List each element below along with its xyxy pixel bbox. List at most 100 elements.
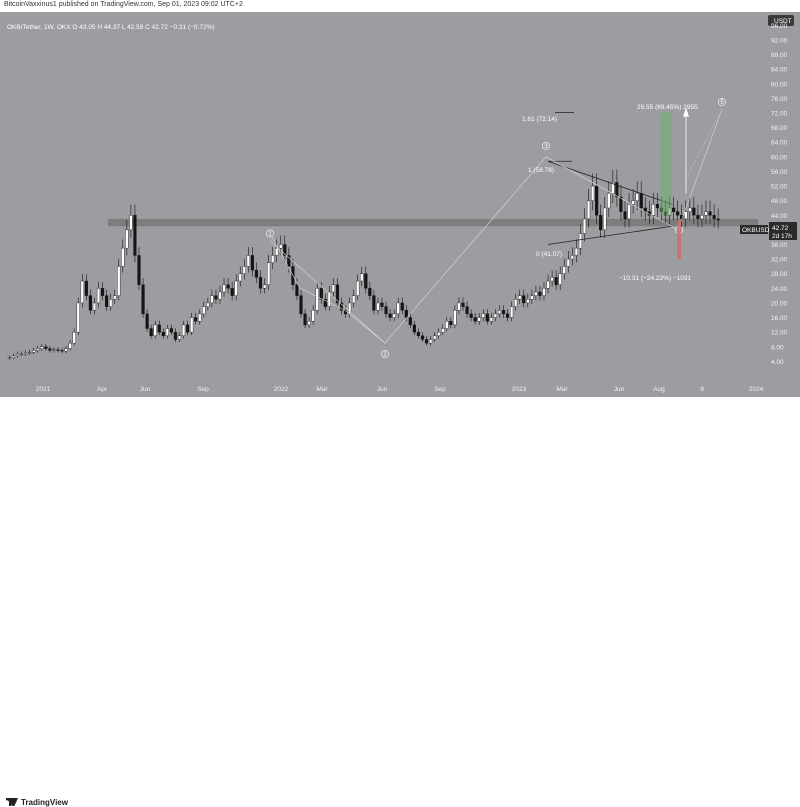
candle-body bbox=[550, 277, 554, 282]
candle-body bbox=[11, 355, 16, 358]
candle-body bbox=[465, 306, 469, 315]
candle-body bbox=[230, 288, 234, 296]
candle-body bbox=[246, 255, 250, 267]
candle-body bbox=[157, 324, 161, 333]
candle-body bbox=[80, 280, 84, 304]
target-zone-green[interactable] bbox=[660, 112, 672, 216]
candle-body bbox=[206, 302, 210, 307]
wave-label: 1 bbox=[268, 232, 272, 238]
price-chart[interactable]: OKB/Tether, 1W, OKX O 43.05 H 44.37 L 42… bbox=[0, 12, 800, 397]
candle-body bbox=[712, 215, 716, 220]
candle-body bbox=[133, 215, 137, 256]
candle-body bbox=[412, 324, 416, 333]
candle-body bbox=[210, 295, 214, 304]
candle-body bbox=[100, 288, 105, 296]
time-tick-label: Mar bbox=[316, 386, 328, 393]
time-tick-label: 2023 bbox=[512, 386, 527, 393]
candle-body bbox=[76, 302, 80, 333]
triangle-lower[interactable] bbox=[547, 225, 673, 245]
symbol-label: OKBUSDT bbox=[742, 227, 773, 234]
candle-body bbox=[360, 273, 364, 282]
triangle-upper[interactable] bbox=[547, 160, 673, 205]
price-tick-label: 4.00 bbox=[771, 359, 784, 366]
price-tick-label: 76.00 bbox=[771, 96, 788, 103]
candle-body bbox=[424, 339, 429, 344]
candle-body bbox=[7, 357, 11, 359]
price-tick-label: 72.00 bbox=[771, 110, 788, 117]
candle-body bbox=[672, 207, 676, 212]
candle-body bbox=[194, 317, 198, 322]
candle-body bbox=[307, 321, 311, 326]
currency-badge[interactable] bbox=[768, 15, 794, 26]
candle-body bbox=[113, 295, 117, 300]
candle-body bbox=[416, 331, 421, 337]
wave5-projection bbox=[685, 116, 719, 179]
last-price-badge bbox=[769, 222, 797, 240]
candle-body bbox=[534, 291, 538, 296]
candle-body bbox=[578, 233, 583, 249]
candle-body bbox=[501, 310, 506, 315]
chart-canvas[interactable]: OKB/Tether, 1W, OKX O 43.05 H 44.37 L 42… bbox=[0, 12, 800, 397]
candle-body bbox=[275, 247, 279, 256]
candle-body bbox=[311, 310, 315, 322]
wave-marker[interactable] bbox=[542, 141, 550, 150]
drawings[interactable]: 12345 bbox=[266, 98, 726, 358]
candle-body bbox=[433, 335, 437, 340]
target-arrowhead bbox=[683, 107, 689, 117]
candle-body bbox=[218, 291, 222, 300]
candle-body bbox=[655, 204, 659, 209]
price-axis[interactable]: 96.00 92.00 88.00 84.00 80.00 76.00 72.00 68.00… bbox=[771, 23, 788, 366]
candle-body bbox=[24, 352, 28, 355]
candle-body bbox=[68, 342, 72, 349]
price-tick-label: 92.00 bbox=[771, 37, 788, 44]
candle-body bbox=[603, 207, 607, 231]
wave-label: 2 bbox=[383, 352, 387, 358]
target-zone-red[interactable] bbox=[677, 220, 681, 260]
time-tick-label: 9 bbox=[700, 386, 704, 393]
candle-body bbox=[352, 295, 356, 304]
candle-body bbox=[599, 215, 603, 231]
time-axis[interactable]: 2021 Apr Jun Sep 2022 Mar Jun Sep 2023 Mar Jun Aug 9… bbox=[36, 386, 764, 393]
candle-body bbox=[84, 280, 88, 296]
candle-body bbox=[562, 266, 566, 274]
wave-marker[interactable] bbox=[266, 229, 274, 238]
candle-body bbox=[48, 348, 52, 351]
candle-body bbox=[688, 207, 692, 212]
candle-body bbox=[254, 269, 259, 278]
candle-body bbox=[704, 211, 708, 216]
candle-body bbox=[481, 313, 485, 318]
candle-body bbox=[627, 204, 631, 220]
candle-body bbox=[582, 218, 587, 234]
time-tick-label: Jun bbox=[377, 386, 388, 393]
fib-label-161: 1.61 (72.14) bbox=[522, 116, 557, 123]
candle-body bbox=[591, 185, 595, 201]
wave-label: 3 bbox=[544, 144, 548, 150]
candle-body bbox=[15, 353, 20, 357]
candle-body bbox=[530, 295, 534, 300]
wave-marker[interactable] bbox=[718, 98, 726, 106]
candle-body bbox=[19, 353, 24, 356]
elliott-wave-path[interactable] bbox=[269, 109, 723, 344]
price-tick-label: 68.00 bbox=[771, 125, 788, 132]
candle-body bbox=[477, 317, 481, 322]
price-tick-label: 52.00 bbox=[771, 184, 788, 191]
candle-body bbox=[631, 200, 635, 205]
price-tick-label: 24.00 bbox=[771, 286, 788, 293]
candle-body bbox=[400, 302, 404, 311]
publish-line: BitcoinVaxxinus1 published on TradingVie… bbox=[4, 1, 243, 8]
candle-body bbox=[437, 331, 441, 337]
candle-body bbox=[497, 310, 502, 315]
currency-badge-label: USDT bbox=[774, 18, 792, 25]
wave-marker[interactable] bbox=[381, 350, 389, 358]
candle-body bbox=[485, 313, 489, 322]
price-tick-label: 64.00 bbox=[771, 140, 788, 147]
candle-body bbox=[202, 306, 206, 315]
candle-body bbox=[190, 317, 194, 333]
candle-body bbox=[52, 349, 56, 351]
candle-body bbox=[692, 207, 696, 216]
candle-body bbox=[64, 348, 68, 352]
candle-body bbox=[279, 244, 283, 249]
candle-body bbox=[615, 182, 619, 198]
candle-body bbox=[234, 280, 238, 296]
candle-body bbox=[44, 346, 48, 349]
